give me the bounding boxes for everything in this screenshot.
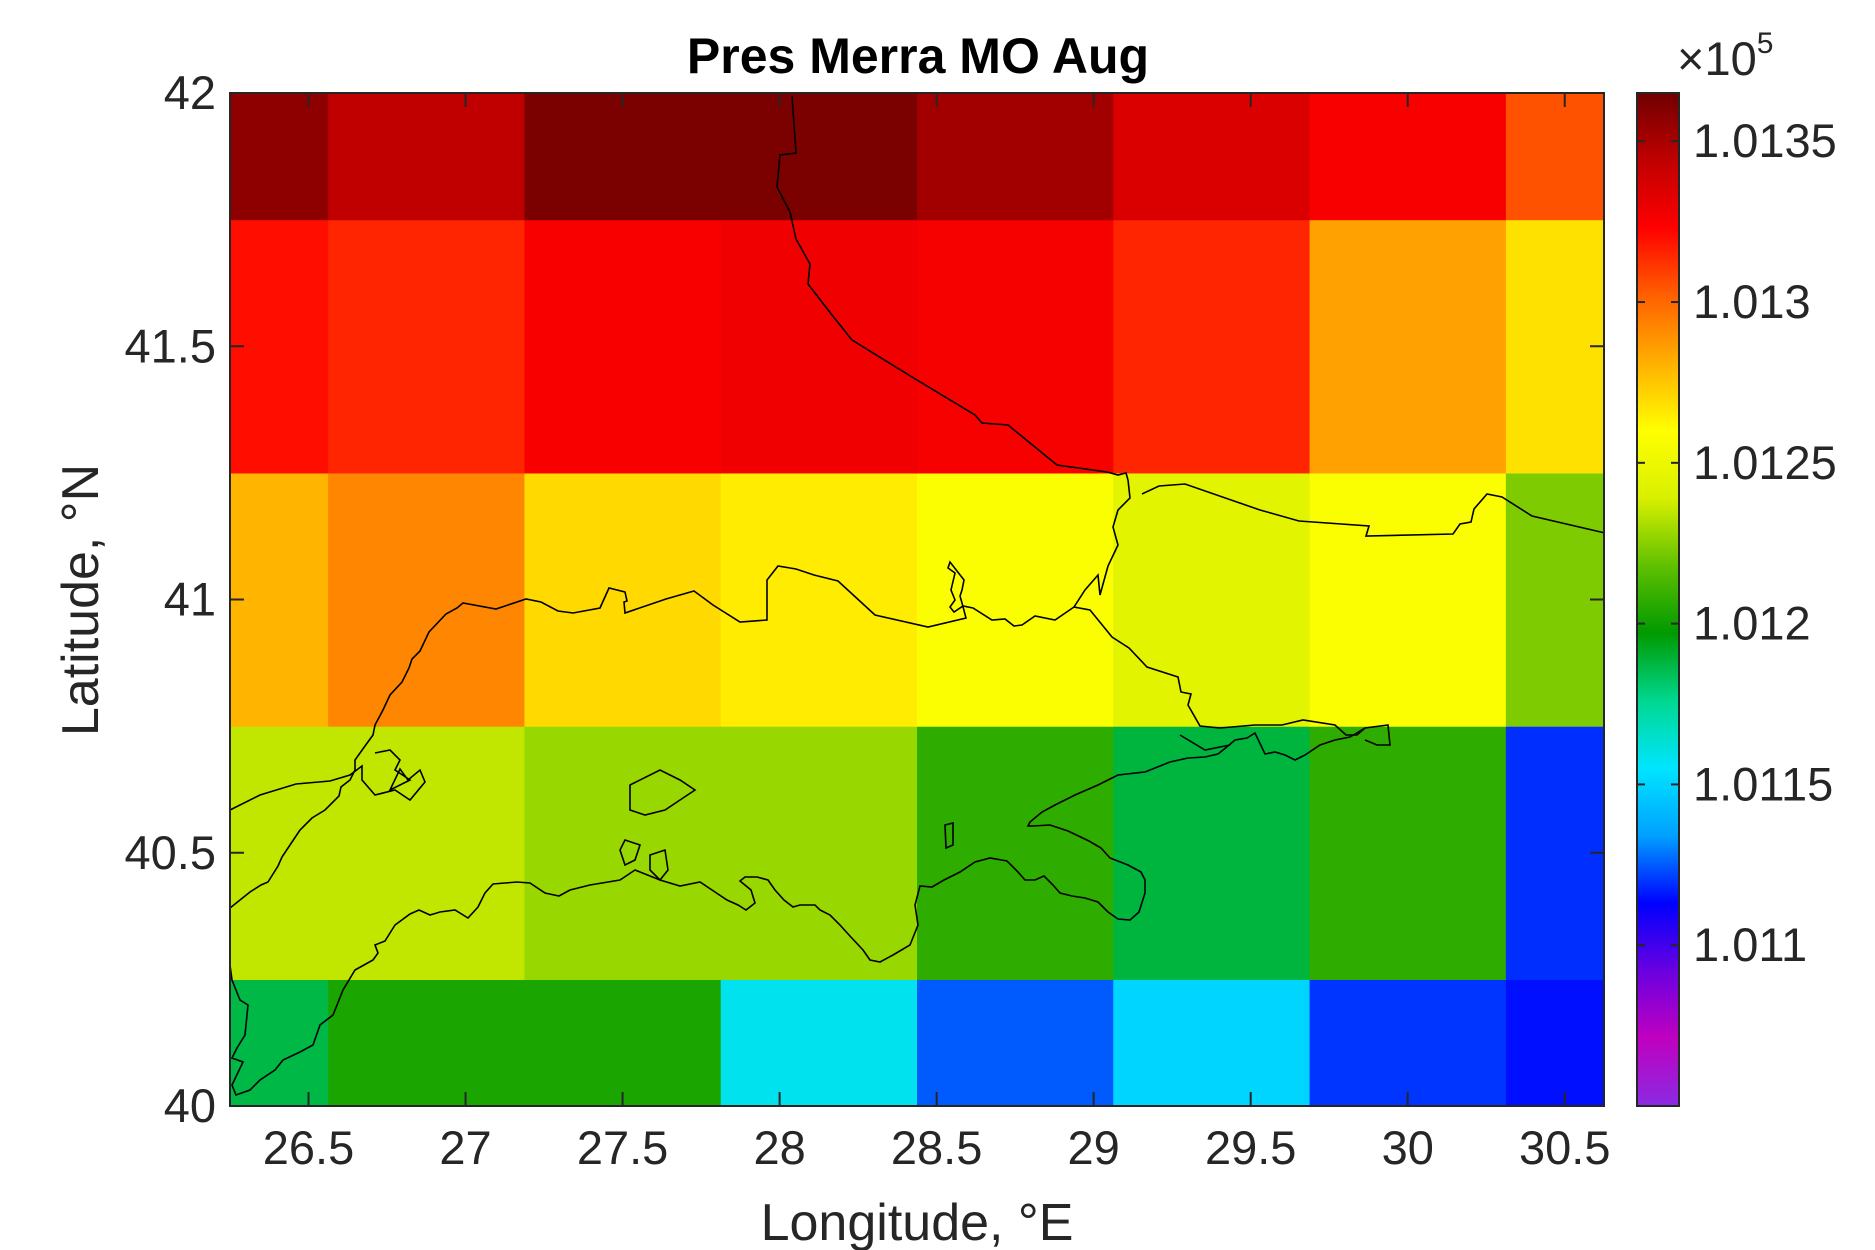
heatmap-cell-r4-c0	[230, 93, 329, 221]
heatmap-cell-r3-c1	[328, 219, 526, 474]
coastline-gallipoli	[229, 749, 426, 811]
heatmap-cell-r4-c2	[524, 93, 722, 221]
heatmap-cell-r2-c5	[1113, 472, 1311, 727]
heatmap-cell-r3-c5	[1113, 219, 1311, 474]
y-ticks: 40 40.5 41 41.5 42	[125, 66, 1604, 1132]
heatmap-cell-r4-c6	[1309, 93, 1507, 221]
y-tick-label-1: 40.5	[125, 826, 216, 879]
heatmap-cell-r0-c5	[1113, 979, 1311, 1107]
coastline-marmara-north	[229, 560, 1075, 930]
island-marmara-3	[649, 848, 669, 882]
y-tick-label-0: 40	[164, 1079, 216, 1132]
coastline-marmara-south	[229, 727, 1366, 1097]
colorbar-multiplier: ×105	[1677, 27, 1773, 85]
y-tick-label-3: 41.5	[125, 319, 216, 372]
x-tick-label-0: 26.5	[263, 1121, 354, 1174]
heatmap-cell-r3-c6	[1309, 219, 1507, 474]
coastline-black-sea-east	[1141, 483, 1606, 537]
x-tick-label-3: 28	[753, 1121, 805, 1174]
heatmap-cell-r4-c4	[917, 93, 1114, 221]
heatmap-cell-r1-c4	[917, 726, 1114, 980]
heatmap-cell-r2-c1	[328, 472, 526, 727]
y-tick-label-4: 42	[164, 66, 216, 119]
island-marmara-2	[619, 839, 642, 867]
heatmap-cell-r3-c4	[917, 219, 1114, 474]
colorbar-multiplier-exponent: 5	[1757, 27, 1774, 60]
heatmap-cell-r4-c3	[720, 93, 918, 221]
heatmap-cell-r4-c7	[1505, 93, 1605, 221]
x-tick-label-1: 27	[439, 1121, 491, 1174]
heatmap-cell-r0-c7	[1505, 979, 1605, 1107]
colorbar-tick-label-4: 1.013	[1693, 275, 1811, 328]
colorbar-tick-label-3: 1.0125	[1693, 436, 1837, 489]
colorbar	[1636, 92, 1680, 1107]
colorbar-tick-label-5: 1.0135	[1693, 114, 1837, 167]
heatmap-cell-r3-c7	[1505, 219, 1605, 474]
heatmap-cell-r1-c1	[328, 726, 526, 980]
heatmap-cell-r1-c3	[720, 726, 918, 980]
x-tick-label-8: 30.5	[1519, 1121, 1610, 1174]
colorbar-multiplier-prefix: ×10	[1677, 32, 1757, 85]
heatmap-cell-r1-c7	[1505, 726, 1605, 980]
x-tick-label-7: 30	[1382, 1121, 1434, 1174]
coastline	[229, 95, 1606, 1097]
y-axis-label: Latitude, °N	[52, 464, 110, 736]
heatmap-cell-r2-c4	[917, 472, 1114, 727]
island-marmara-1	[629, 769, 697, 816]
heatmap-cell-r4-c5	[1113, 93, 1311, 221]
heatmap-cell-r2-c0	[230, 472, 329, 727]
heatmap-cell-r2-c6	[1309, 472, 1507, 727]
colorbar-ticks: 1.011 1.0115 1.012 1.0125 1.013 1.0135	[1637, 114, 1837, 971]
heatmap-cell-r0-c6	[1309, 979, 1507, 1107]
y-tick-label-2: 41	[164, 573, 216, 626]
island-marmara-4	[944, 821, 954, 850]
heatmap-cell-r1-c0	[230, 726, 329, 980]
heatmap-cell-r0-c1	[328, 979, 526, 1107]
x-axis-label: Longitude, °E	[761, 1194, 1074, 1250]
coastline-black-sea	[776, 95, 1129, 481]
colorbar-tick-label-0: 1.011	[1693, 918, 1807, 971]
heatmap-cell-r1-c6	[1309, 726, 1507, 980]
x-tick-label-5: 29	[1068, 1121, 1120, 1174]
colorbar-tick-label-2: 1.012	[1693, 597, 1811, 650]
plot-axes: 26.5 27 27.5 28 28.5 29 29.5 30 30.5 40 40.5 41 41.…	[125, 66, 1611, 1174]
colorbar-tick-label-1: 1.0115	[1693, 757, 1833, 810]
heatmap-cell-r3-c0	[230, 219, 329, 474]
heatmap-cell-r0-c3	[720, 979, 918, 1107]
heatmap-cell-r2-c2	[524, 472, 722, 727]
heatmap-cell-r1-c2	[524, 726, 722, 980]
x-ticks: 26.5 27 27.5 28 28.5 29 29.5 30 30.5	[263, 93, 1610, 1174]
heatmap-cell-r3-c2	[524, 219, 722, 474]
heatmap-cell-r2-c3	[720, 472, 918, 727]
coastline-strait-stub	[1179, 734, 1231, 751]
heatmap-cell-r0-c4	[917, 979, 1114, 1107]
x-tick-label-4: 28.5	[891, 1121, 982, 1174]
heatmap-cell-r4-c1	[328, 93, 526, 221]
heatmap-cells	[230, 93, 1605, 1107]
x-tick-label-6: 29.5	[1205, 1121, 1296, 1174]
coastline-bosphorus	[1072, 479, 1391, 746]
heatmap-cell-r3-c3	[720, 219, 918, 474]
x-tick-label-2: 27.5	[577, 1121, 668, 1174]
chart-title: Pres Merra MO Aug	[687, 28, 1149, 84]
heatmap-cell-r2-c7	[1505, 472, 1605, 727]
heatmap-cell-r1-c5	[1113, 726, 1311, 980]
heatmap-cell-r0-c0	[230, 979, 329, 1107]
heatmap-cell-r0-c2	[524, 979, 722, 1107]
